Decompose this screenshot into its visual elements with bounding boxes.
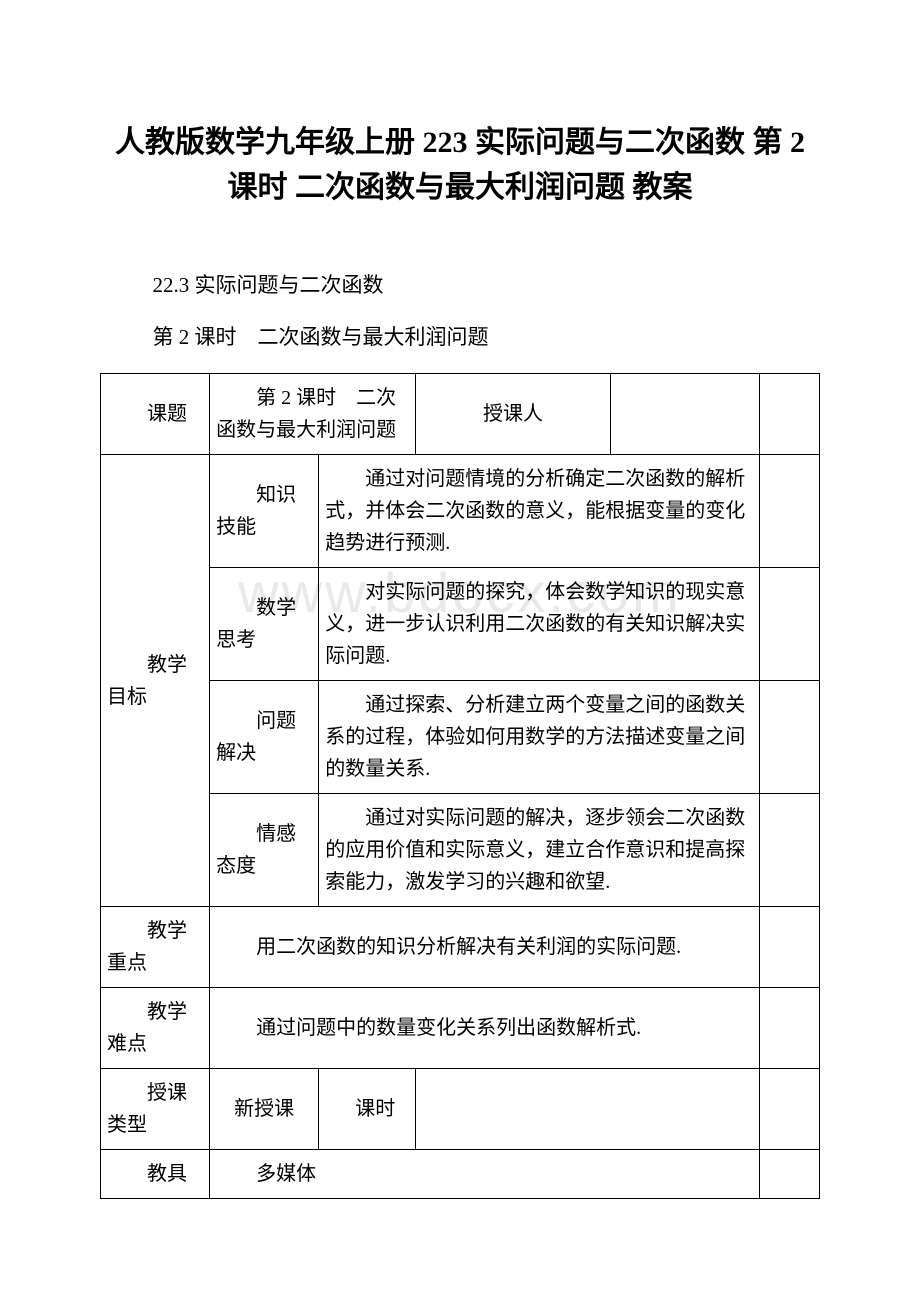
empty-cell bbox=[760, 1150, 820, 1199]
period-label: 课时 bbox=[319, 1069, 416, 1150]
type-label: 授课类型 bbox=[101, 1069, 210, 1150]
focus-text: 用二次函数的知识分析解决有关利润的实际问题. bbox=[210, 907, 760, 988]
empty-cell bbox=[760, 794, 820, 907]
document-title: 人教版数学九年级上册 223 实际问题与二次函数 第 2 课时 二次函数与最大利… bbox=[100, 120, 820, 210]
topic-value: 第 2 课时 二次函数与最大利润问题 bbox=[210, 374, 416, 455]
topic-label: 课题 bbox=[101, 374, 210, 455]
goals-label: 教学目标 bbox=[101, 455, 210, 907]
tool-value: 多媒体 bbox=[210, 1150, 760, 1199]
empty-cell bbox=[760, 374, 820, 455]
empty-cell bbox=[760, 988, 820, 1069]
goal-sub-label: 情感态度 bbox=[210, 794, 319, 907]
difficulty-label: 教学难点 bbox=[101, 988, 210, 1069]
empty-cell bbox=[760, 568, 820, 681]
table-row: 教学重点 用二次函数的知识分析解决有关利润的实际问题. bbox=[101, 907, 820, 988]
table-row: 教学目标 知识技能 通过对问题情境的分析确定二次函数的解析式，并体会二次函数的意… bbox=[101, 455, 820, 568]
goal-text: 通过对实际问题的解决，逐步领会二次函数的应用价值和实际意义，建立合作意识和提高探… bbox=[319, 794, 760, 907]
goal-text: 通过对问题情境的分析确定二次函数的解析式，并体会二次函数的意义，能根据变量的变化… bbox=[319, 455, 760, 568]
empty-cell bbox=[760, 1069, 820, 1150]
goal-text: 通过探索、分析建立两个变量之间的函数关系的过程，体验如何用数学的方法描述变量之间… bbox=[319, 681, 760, 794]
goal-sub-label: 数学思考 bbox=[210, 568, 319, 681]
tool-label: 教具 bbox=[101, 1150, 210, 1199]
lesson-plan-table: 课题 第 2 课时 二次函数与最大利润问题 授课人 教学目标 知识技能 通过对问… bbox=[100, 373, 820, 1199]
goal-sub-label: 问题解决 bbox=[210, 681, 319, 794]
intro-line-1: 22.3 实际问题与二次函数 bbox=[100, 270, 820, 302]
empty-cell bbox=[760, 455, 820, 568]
goal-text: 对实际问题的探究，体会数学知识的现实意义，进一步认识利用二次函数的有关知识解决实… bbox=[319, 568, 760, 681]
table-row: 教具 多媒体 bbox=[101, 1150, 820, 1199]
table-row: 教学难点 通过问题中的数量变化关系列出函数解析式. bbox=[101, 988, 820, 1069]
instructor-label: 授课人 bbox=[416, 374, 610, 455]
intro-line-2: 第 2 课时 二次函数与最大利润问题 bbox=[100, 322, 820, 354]
table-row: 课题 第 2 课时 二次函数与最大利润问题 授课人 bbox=[101, 374, 820, 455]
empty-cell bbox=[760, 907, 820, 988]
goal-sub-label: 知识技能 bbox=[210, 455, 319, 568]
empty-cell bbox=[760, 681, 820, 794]
type-value: 新授课 bbox=[210, 1069, 319, 1150]
period-value bbox=[416, 1069, 760, 1150]
focus-label: 教学重点 bbox=[101, 907, 210, 988]
table-row: 授课类型 新授课 课时 bbox=[101, 1069, 820, 1150]
difficulty-text: 通过问题中的数量变化关系列出函数解析式. bbox=[210, 988, 760, 1069]
instructor-value bbox=[610, 374, 759, 455]
